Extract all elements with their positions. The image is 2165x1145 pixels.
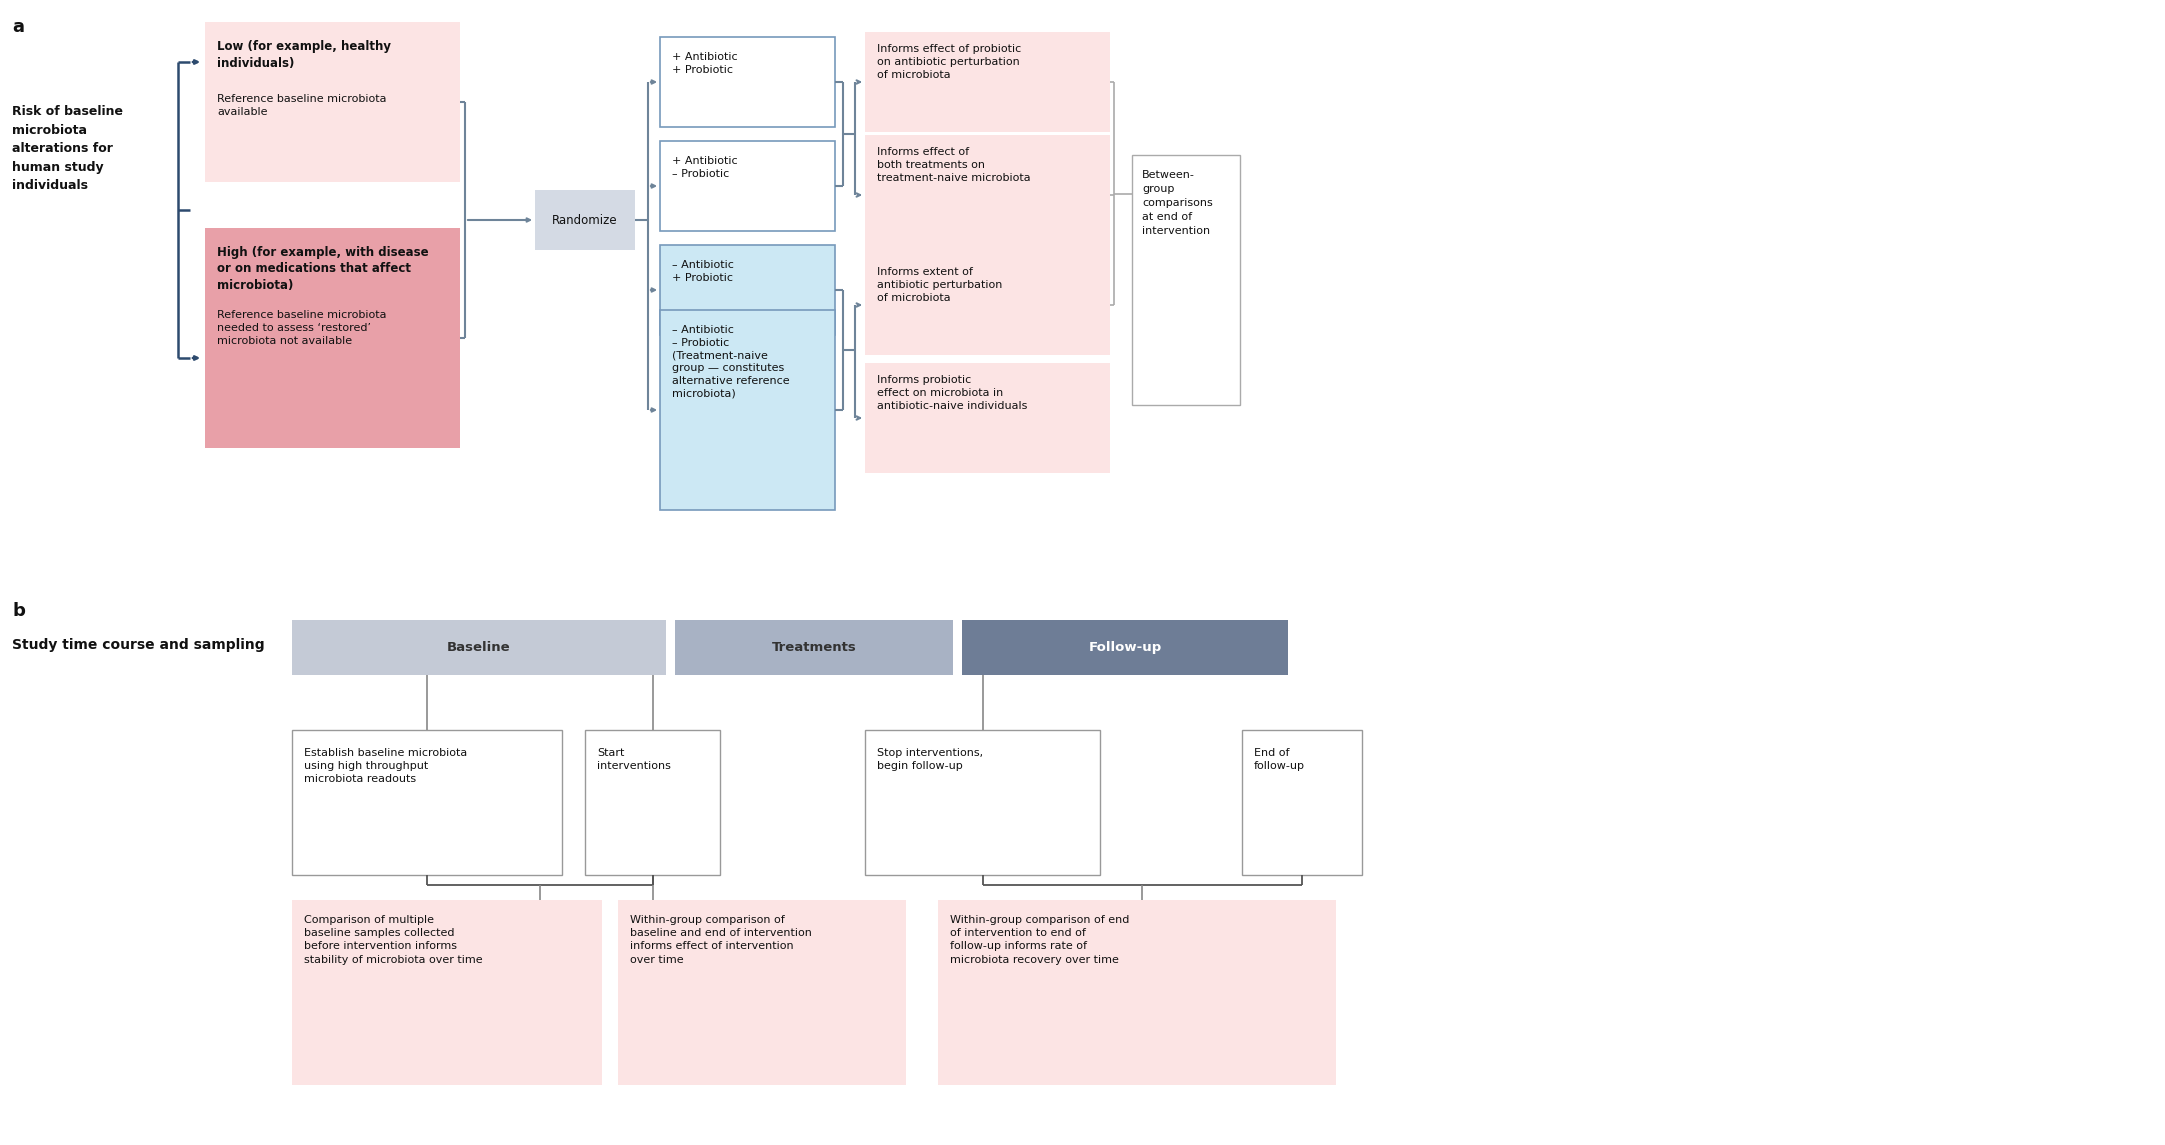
FancyBboxPatch shape bbox=[660, 310, 836, 510]
Text: Treatments: Treatments bbox=[771, 641, 857, 654]
Text: Informs extent of
antibiotic perturbation
of microbiota: Informs extent of antibiotic perturbatio… bbox=[877, 267, 1002, 303]
Text: Risk of baseline
microbiota
alterations for
human study
individuals: Risk of baseline microbiota alterations … bbox=[13, 105, 123, 192]
FancyBboxPatch shape bbox=[660, 245, 836, 335]
FancyBboxPatch shape bbox=[1243, 731, 1362, 875]
FancyBboxPatch shape bbox=[206, 22, 459, 182]
Text: Establish baseline microbiota
using high throughput
microbiota readouts: Establish baseline microbiota using high… bbox=[303, 748, 468, 784]
FancyBboxPatch shape bbox=[866, 255, 1111, 355]
Text: High (for example, with disease
or on medications that affect
microbiota): High (for example, with disease or on me… bbox=[216, 246, 429, 292]
FancyBboxPatch shape bbox=[1132, 155, 1241, 405]
FancyBboxPatch shape bbox=[585, 731, 721, 875]
Text: Low (for example, healthy
individuals): Low (for example, healthy individuals) bbox=[216, 40, 392, 70]
FancyBboxPatch shape bbox=[206, 228, 459, 448]
FancyBboxPatch shape bbox=[617, 900, 905, 1085]
FancyBboxPatch shape bbox=[866, 363, 1111, 473]
FancyBboxPatch shape bbox=[961, 619, 1288, 676]
Text: End of
follow-up: End of follow-up bbox=[1254, 748, 1305, 772]
Text: Stop interventions,
begin follow-up: Stop interventions, begin follow-up bbox=[877, 748, 983, 772]
Text: Randomize: Randomize bbox=[552, 213, 617, 227]
FancyBboxPatch shape bbox=[292, 900, 602, 1085]
Text: Informs effect of
both treatments on
treatment-naive microbiota: Informs effect of both treatments on tre… bbox=[877, 147, 1031, 183]
FancyBboxPatch shape bbox=[292, 619, 667, 676]
Text: Baseline: Baseline bbox=[448, 641, 511, 654]
Text: Reference baseline microbiota
needed to assess ‘restored’
microbiota not availab: Reference baseline microbiota needed to … bbox=[216, 310, 388, 346]
Text: + Antibiotic
– Probiotic: + Antibiotic – Probiotic bbox=[671, 156, 738, 179]
Text: Informs effect of probiotic
on antibiotic perturbation
of microbiota: Informs effect of probiotic on antibioti… bbox=[877, 44, 1022, 80]
Text: Study time course and sampling: Study time course and sampling bbox=[13, 638, 264, 652]
FancyBboxPatch shape bbox=[660, 37, 836, 127]
FancyBboxPatch shape bbox=[675, 619, 953, 676]
Text: Comparison of multiple
baseline samples collected
before intervention informs
st: Comparison of multiple baseline samples … bbox=[303, 915, 483, 964]
Text: a: a bbox=[13, 18, 24, 35]
FancyBboxPatch shape bbox=[660, 141, 836, 231]
FancyBboxPatch shape bbox=[292, 731, 563, 875]
Text: – Antibiotic
– Probiotic
(Treatment-naive
group — constitutes
alternative refere: – Antibiotic – Probiotic (Treatment-naiv… bbox=[671, 325, 790, 398]
FancyBboxPatch shape bbox=[866, 32, 1111, 132]
FancyBboxPatch shape bbox=[866, 135, 1111, 255]
Text: Informs probiotic
effect on microbiota in
antibiotic-naive individuals: Informs probiotic effect on microbiota i… bbox=[877, 376, 1028, 411]
Text: Start
interventions: Start interventions bbox=[598, 748, 671, 772]
Text: Within-group comparison of
baseline and end of intervention
informs effect of in: Within-group comparison of baseline and … bbox=[630, 915, 812, 964]
Text: b: b bbox=[13, 602, 24, 619]
Text: – Antibiotic
+ Probiotic: – Antibiotic + Probiotic bbox=[671, 260, 734, 283]
FancyBboxPatch shape bbox=[937, 900, 1336, 1085]
FancyBboxPatch shape bbox=[535, 190, 634, 250]
FancyBboxPatch shape bbox=[866, 731, 1100, 875]
Text: + Antibiotic
+ Probiotic: + Antibiotic + Probiotic bbox=[671, 52, 738, 74]
Text: Between-
group
comparisons
at end of
intervention: Between- group comparisons at end of int… bbox=[1141, 169, 1212, 236]
Text: Within-group comparison of end
of intervention to end of
follow-up informs rate : Within-group comparison of end of interv… bbox=[950, 915, 1130, 964]
Text: Follow-up: Follow-up bbox=[1089, 641, 1163, 654]
Text: Reference baseline microbiota
available: Reference baseline microbiota available bbox=[216, 94, 388, 117]
